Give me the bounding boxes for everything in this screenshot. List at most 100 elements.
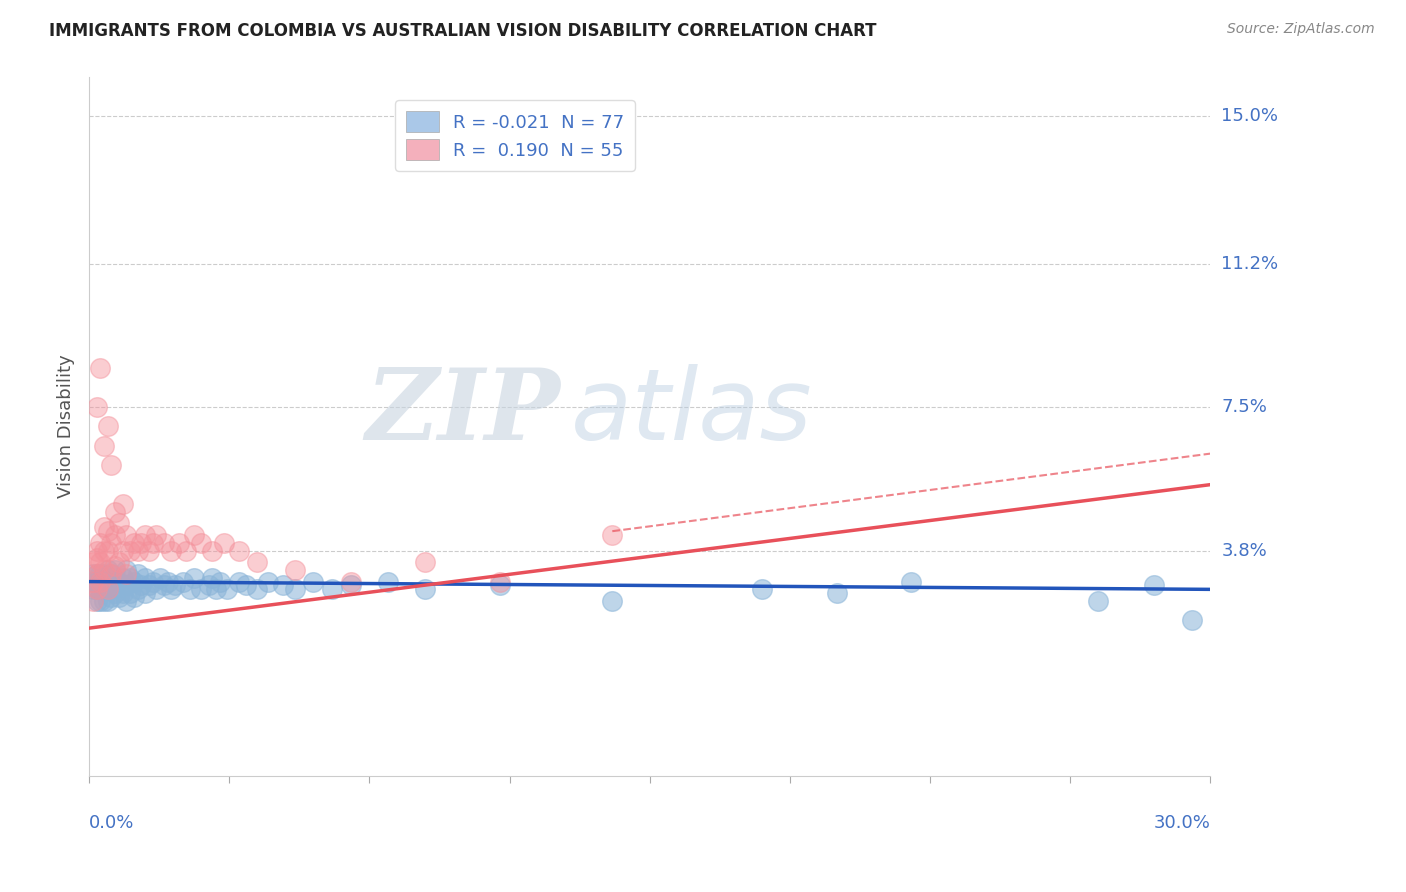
Point (93, 520, 115, 534)
Point (86, 400, 108, 414)
Point (82, 594, 104, 608)
Point (86, 582, 108, 597)
Point (100, 566, 122, 581)
Point (100, 458, 122, 473)
Point (89, 536, 111, 550)
Point (89, 582, 111, 597)
Legend: R = -0.021  N = 77, R =  0.190  N = 55: R = -0.021 N = 77, R = 0.190 N = 55 (395, 101, 636, 171)
Text: 11.2%: 11.2% (1222, 254, 1278, 273)
Point (82, 582, 104, 597)
Point (97, 594, 120, 608)
Point (190, 582, 212, 597)
Point (1181, 613, 1204, 627)
Text: 7.5%: 7.5% (1222, 398, 1267, 416)
Point (115, 563, 138, 577)
Text: atlas: atlas (571, 364, 813, 461)
Point (89, 566, 111, 581)
Point (172, 574, 194, 589)
Point (208, 574, 231, 589)
Point (104, 586, 127, 600)
Point (122, 574, 145, 589)
Point (183, 571, 205, 585)
Point (120, 543, 142, 558)
Point (104, 528, 127, 542)
Point (93, 439, 115, 453)
Point (142, 574, 165, 589)
Point (86, 594, 108, 608)
Point (160, 582, 183, 597)
Point (108, 555, 131, 569)
Text: Source: ZipAtlas.com: Source: ZipAtlas.com (1227, 22, 1375, 37)
Point (228, 543, 250, 558)
Point (142, 536, 165, 550)
Point (122, 536, 145, 550)
Point (127, 582, 149, 597)
Point (339, 574, 361, 589)
Point (149, 571, 172, 585)
Point (104, 563, 127, 577)
Point (111, 571, 134, 585)
Point (97, 582, 120, 597)
Point (89, 555, 111, 569)
Point (217, 582, 239, 597)
Point (1087, 594, 1109, 608)
Point (86, 582, 108, 597)
Point (100, 566, 122, 581)
Point (212, 536, 235, 550)
Point (600, 594, 623, 608)
Point (86, 566, 108, 581)
Point (111, 497, 134, 511)
Point (86, 574, 108, 589)
Point (115, 578, 138, 592)
Point (93, 582, 115, 597)
Text: 15.0%: 15.0% (1222, 107, 1278, 125)
Point (190, 536, 212, 550)
Point (339, 578, 361, 592)
Point (751, 582, 773, 597)
Point (108, 590, 131, 604)
Point (97, 419, 120, 434)
Point (153, 536, 176, 550)
Point (138, 543, 160, 558)
Point (120, 571, 142, 585)
Point (108, 516, 131, 531)
Point (900, 574, 922, 589)
Point (86, 543, 108, 558)
Point (104, 574, 127, 589)
Point (108, 574, 131, 589)
Point (228, 574, 250, 589)
Point (111, 586, 134, 600)
Point (134, 571, 156, 585)
Point (97, 582, 120, 597)
Point (134, 528, 156, 542)
Point (489, 574, 512, 589)
Point (97, 524, 120, 539)
Point (93, 566, 115, 581)
Point (197, 578, 219, 592)
Point (122, 590, 145, 604)
Point (104, 505, 127, 519)
Point (145, 582, 167, 597)
Point (1143, 578, 1166, 592)
Point (257, 574, 280, 589)
Point (93, 594, 115, 608)
Point (89, 594, 111, 608)
Point (205, 582, 228, 597)
Point (100, 578, 122, 592)
Point (93, 574, 115, 589)
Point (825, 586, 848, 600)
Point (201, 571, 224, 585)
Point (145, 528, 167, 542)
Point (93, 563, 115, 577)
Point (138, 578, 160, 592)
Point (115, 528, 138, 542)
Point (246, 582, 269, 597)
Point (115, 566, 138, 581)
Point (489, 578, 512, 592)
Point (284, 563, 307, 577)
Point (100, 536, 122, 550)
Point (89, 361, 111, 376)
Point (183, 528, 205, 542)
Point (82, 555, 104, 569)
Text: 30.0%: 30.0% (1153, 814, 1211, 832)
